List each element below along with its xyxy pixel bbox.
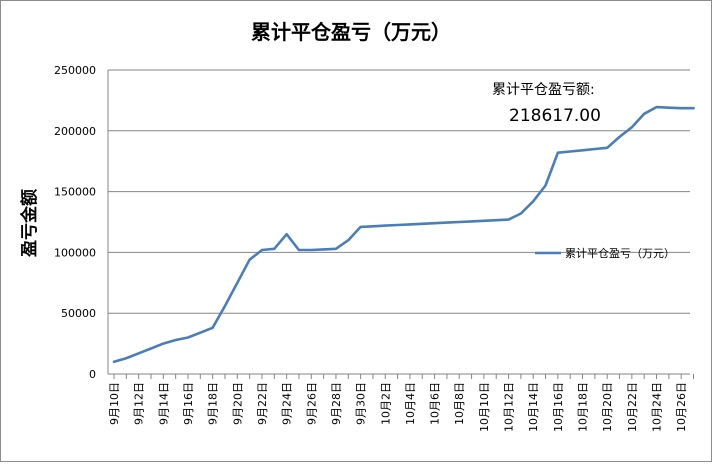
x-tick-label: 9月22日 <box>256 382 269 425</box>
x-tick-label: 9月18日 <box>207 382 220 425</box>
x-tick-label: 10月16日 <box>552 382 565 432</box>
series-line <box>112 105 695 364</box>
x-tick-label: 10月6日 <box>429 382 442 425</box>
x-tick-label: 10月20日 <box>601 382 614 432</box>
x-tick-label: 9月28日 <box>330 382 343 425</box>
y-tick-label: 0 <box>89 368 96 381</box>
x-tick-label: 10月26日 <box>675 382 688 432</box>
x-tick-label: 9月10日 <box>108 382 121 425</box>
y-tick-label: 150000 <box>54 186 96 199</box>
x-tick-label: 10月2日 <box>379 382 392 425</box>
legend: 累计平仓盈亏（万元） <box>535 246 675 260</box>
x-tick-label: 9月26日 <box>305 382 318 425</box>
x-tick-label: 10月12日 <box>503 382 516 432</box>
x-tick-label: 9月24日 <box>281 382 294 425</box>
y-axis-label: 盈亏金额 <box>19 189 40 258</box>
gridlines <box>108 69 690 314</box>
x-tick-label: 9月12日 <box>133 382 146 425</box>
x-tick-label: 9月20日 <box>231 382 244 425</box>
y-tick-label: 50000 <box>61 307 96 320</box>
legend-label: 累计平仓盈亏（万元） <box>565 246 675 260</box>
y-axis-ticks: 0 50000 100000 150000 200000 250000 <box>54 64 109 381</box>
x-tick-label: 10月8日 <box>453 382 466 425</box>
y-tick-label: 100000 <box>54 246 96 259</box>
annotation-value: 218617.00 <box>509 106 601 126</box>
x-tick-label: 10月18日 <box>577 382 590 432</box>
x-tick-label: 10月10日 <box>478 382 491 432</box>
x-tick-label: 10月22日 <box>626 382 639 432</box>
x-tick-label: 9月14日 <box>157 382 170 425</box>
x-axis-ticks: 9月10日 9月12日 9月14日 9月16日 9月18日 9月20日 9月22日 9月24日… <box>108 374 695 432</box>
y-tick-label: 250000 <box>54 64 96 77</box>
chart-title: 累计平仓盈亏（万元） <box>251 20 451 44</box>
x-tick-label: 10月4日 <box>404 382 417 425</box>
x-tick-label: 9月30日 <box>355 382 368 425</box>
x-tick-label: 9月16日 <box>182 382 195 425</box>
x-tick-label: 10月24日 <box>651 382 664 432</box>
x-tick-label: 10月14日 <box>527 382 540 432</box>
y-tick-label: 200000 <box>54 125 96 138</box>
annotation-label: 累计平仓盈亏额: <box>492 82 595 98</box>
